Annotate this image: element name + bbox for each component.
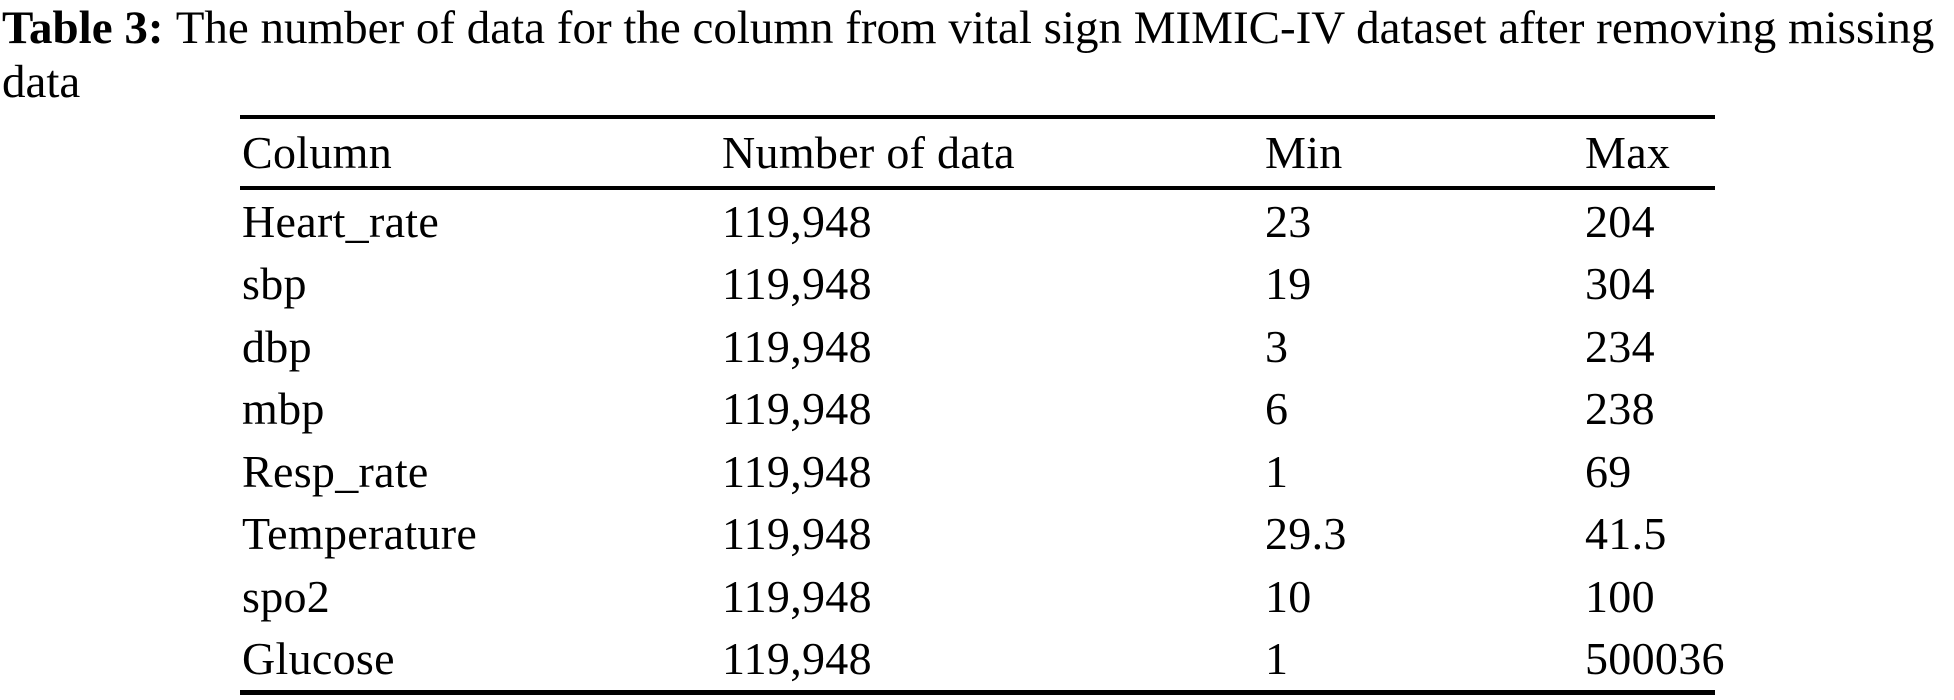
column-header-max: Max xyxy=(1585,127,1671,178)
cell-max: 234 xyxy=(1585,320,1655,372)
cell-column-name: dbp xyxy=(242,320,312,372)
cell-number-of-data: 119,948 xyxy=(722,570,872,622)
column-header-number-of-data: Number of data xyxy=(722,127,1015,178)
cell-number-of-data: 119,948 xyxy=(722,383,872,435)
cell-column-name: sbp xyxy=(242,258,307,310)
table-header-row: Column Number of data Min Max xyxy=(240,119,1715,190)
table-row-mbp: mbp 119,948 6 238 xyxy=(240,378,1715,441)
cell-min: 10 xyxy=(1265,570,1312,622)
cell-max: 238 xyxy=(1585,383,1655,435)
cell-number-of-data: 119,948 xyxy=(722,445,872,497)
table-row-temperature: Temperature 119,948 29.3 41.5 xyxy=(240,503,1715,566)
table-row-sbp: sbp 119,948 19 304 xyxy=(240,253,1715,316)
cell-column-name: mbp xyxy=(242,383,325,435)
cell-max: 204 xyxy=(1585,195,1655,247)
table-row-heart-rate: Heart_rate 119,948 23 204 xyxy=(240,190,1715,253)
cell-max: 69 xyxy=(1585,445,1632,497)
cell-max: 304 xyxy=(1585,258,1655,310)
cell-max: 41.5 xyxy=(1585,508,1667,560)
cell-column-name: Resp_rate xyxy=(242,445,429,497)
cell-max: 100 xyxy=(1585,570,1655,622)
cell-number-of-data: 119,948 xyxy=(722,195,872,247)
table-row-dbp: dbp 119,948 3 234 xyxy=(240,315,1715,378)
caption-line-1: Table 3: The number of data for the colum… xyxy=(2,1,1952,55)
cell-min: 6 xyxy=(1265,383,1289,435)
cell-max: 500036 xyxy=(1585,633,1725,685)
column-header-min: Min xyxy=(1265,127,1343,178)
table-row-spo2: spo2 119,948 10 100 xyxy=(240,565,1715,628)
cell-column-name: spo2 xyxy=(242,570,331,622)
cell-number-of-data: 119,948 xyxy=(722,508,872,560)
table-row-resp-rate: Resp_rate 119,948 1 69 xyxy=(240,440,1715,503)
vital-sign-data-table: Column Number of data Min Max Heart_rate… xyxy=(240,115,1725,695)
cell-min: 29.3 xyxy=(1265,508,1347,560)
cell-min: 19 xyxy=(1265,258,1312,310)
cell-number-of-data: 119,948 xyxy=(722,320,872,372)
cell-min: 1 xyxy=(1265,445,1289,497)
caption-text: The number of data for the column from v… xyxy=(175,2,1935,54)
cell-column-name: Temperature xyxy=(242,508,478,560)
cell-min: 3 xyxy=(1265,320,1289,372)
caption-line-2: data xyxy=(2,56,81,108)
cell-min: 23 xyxy=(1265,195,1312,247)
cell-column-name: Glucose xyxy=(242,633,395,685)
cell-number-of-data: 119,948 xyxy=(722,258,872,310)
cell-column-name: Heart_rate xyxy=(242,195,440,247)
caption-label: Table 3: xyxy=(2,2,164,54)
table-row-glucose: Glucose 119,948 1 500036 xyxy=(240,628,1725,691)
cell-min: 1 xyxy=(1265,633,1289,685)
column-header-column: Column xyxy=(242,127,393,178)
table-caption: Table 3: The number of data for the colum… xyxy=(2,1,1952,109)
cell-number-of-data: 119,948 xyxy=(722,633,872,685)
